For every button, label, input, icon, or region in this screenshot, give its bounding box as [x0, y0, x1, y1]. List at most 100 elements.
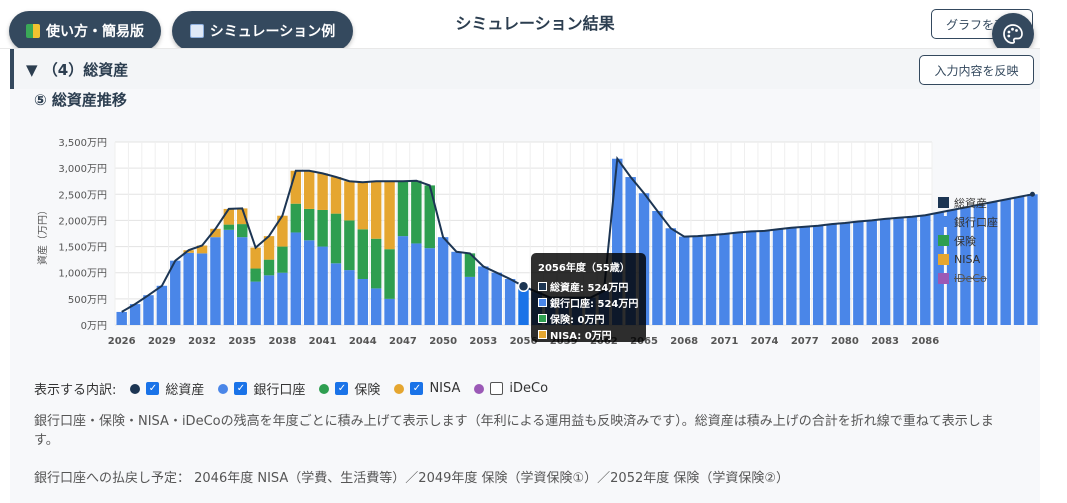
- tooltip-title: 2056年度（55歳）: [538, 263, 630, 274]
- series-checkbox[interactable]: ✓: [146, 382, 160, 395]
- section-title[interactable]: ▼ （4）総資産: [26, 61, 129, 79]
- x-tick-label: 2038: [268, 336, 296, 347]
- simulation-example-button[interactable]: シミュレーション例: [172, 11, 353, 51]
- bar-銀行口座-2084: [893, 217, 904, 325]
- bar-保険-2044: [357, 229, 369, 279]
- series-checkbox[interactable]: ✓: [234, 382, 248, 395]
- bar-銀行口座-2067: [665, 228, 677, 325]
- bar-銀行口座-2071: [719, 234, 730, 325]
- bar-銀行口座-2036: [250, 281, 261, 325]
- bar-銀行口座-2043: [344, 270, 355, 325]
- bar-銀行口座-2076: [786, 227, 797, 325]
- tooltip-swatch: [538, 297, 547, 307]
- payout-plan: 銀行口座への払戻し予定： 2046年度 NISA（学費、生活費等）／2049年度…: [34, 471, 790, 486]
- bar-保険-2043: [344, 220, 355, 271]
- bar-銀行口座-2094: [1027, 194, 1038, 325]
- bar-銀行口座-2073: [745, 231, 757, 325]
- breakdown-toggles: 表示する内訳: ✓ 総資産 ✓ 銀行口座 ✓ 保険 ✓ NISA iDeCo: [34, 379, 548, 398]
- tooltip-row-label: 保険: 0万円: [550, 314, 605, 326]
- bar-銀行口座-2074: [759, 230, 770, 325]
- tooltip-row: 総資産: 524万円: [538, 278, 639, 294]
- series-checkbox-label[interactable]: 銀行口座: [253, 383, 306, 398]
- series-checkbox-label[interactable]: iDeCo: [509, 381, 549, 396]
- legend-item[interactable]: 銀行口座: [938, 212, 998, 231]
- bar-銀行口座-2038: [277, 272, 288, 325]
- bar-銀行口座-2046: [384, 298, 395, 325]
- bar-銀行口座-2077: [799, 226, 810, 325]
- x-tick-label: 2050: [429, 336, 457, 347]
- bar-銀行口座-2049: [424, 248, 435, 325]
- x-tick-label: 2044: [349, 336, 377, 347]
- legend-label: 銀行口座: [954, 215, 998, 229]
- chart-icon: [189, 24, 204, 38]
- bar-銀行口座-2047: [397, 236, 409, 325]
- series-color-dot: [130, 383, 141, 394]
- bar-銀行口座-2052: [464, 276, 476, 325]
- bar-NISA-2046: [384, 181, 395, 250]
- legend-swatch: [938, 216, 949, 227]
- series-color-dot: [218, 383, 229, 394]
- bar-NISA-2041: [317, 173, 328, 210]
- bar-銀行口座-2054: [491, 272, 502, 325]
- series-checkbox-label[interactable]: NISA: [429, 381, 461, 396]
- bar-NISA-2036: [250, 247, 261, 269]
- legend-swatch: [938, 273, 949, 284]
- series-color-dot: [394, 383, 405, 394]
- series-checkbox-label[interactable]: 保険: [354, 383, 381, 398]
- legend-item[interactable]: 総資産: [938, 193, 998, 212]
- section-header[interactable]: [10, 49, 1040, 89]
- bar-銀行口座-2033: [210, 237, 221, 325]
- bar-銀行口座-2086: [920, 215, 931, 325]
- bar-保険-2048: [411, 180, 422, 244]
- bar-銀行口座-2092: [1000, 199, 1011, 325]
- series-color-dot: [474, 383, 485, 394]
- bar-銀行口座-2056: [518, 286, 529, 325]
- bar-銀行口座-2029: [156, 285, 168, 325]
- bar-NISA-2040: [303, 170, 315, 209]
- x-tick-label: 2083: [871, 336, 899, 347]
- legend-item[interactable]: NISA: [938, 250, 998, 269]
- bar-保険-2037: [263, 259, 275, 276]
- bar-銀行口座-2082: [866, 220, 877, 325]
- x-tick-label: 2026: [108, 336, 136, 347]
- series-checkbox[interactable]: [490, 382, 504, 395]
- bar-銀行口座-2090: [973, 204, 985, 325]
- series-checkbox[interactable]: ✓: [335, 382, 349, 395]
- legend-item[interactable]: 保険: [938, 231, 998, 250]
- y-tick-label: 500万円: [68, 295, 107, 306]
- series-checkbox[interactable]: ✓: [410, 382, 424, 395]
- bar-保険-2041: [317, 209, 328, 247]
- tooltip-row-label: 総資産: 524万円: [550, 282, 629, 294]
- x-tick-label: 2071: [710, 336, 738, 347]
- legend-item[interactable]: iDeCo: [938, 269, 998, 288]
- usage-guide-button[interactable]: 使い方・簡易版: [9, 11, 161, 51]
- bar-銀行口座-2063: [612, 158, 623, 325]
- series-checkbox-label[interactable]: 総資産: [165, 383, 205, 398]
- bar-保険-2052: [464, 253, 476, 277]
- tooltip-swatch: [538, 313, 547, 323]
- tooltip-row-label: 銀行口座: 524万円: [550, 298, 639, 310]
- bar-NISA-2039: [290, 170, 302, 204]
- bar-NISA-2038: [277, 215, 288, 247]
- bar-銀行口座-2093: [1013, 196, 1025, 325]
- bar-保険-2042: [330, 213, 342, 264]
- bar-銀行口座-2032: [196, 253, 208, 325]
- y-axis-label: 資産（万円）: [36, 205, 49, 265]
- simulation-example-label: シミュレーション例: [209, 24, 336, 40]
- bar-NISA-2045: [370, 181, 382, 239]
- bar-銀行口座-2088: [946, 209, 958, 325]
- palette-icon: [1003, 24, 1023, 44]
- apply-input-button[interactable]: 入力内容を反映: [919, 55, 1034, 85]
- bar-銀行口座-2028: [143, 295, 154, 325]
- bar-銀行口座-2055: [504, 278, 516, 325]
- x-tick-label: 2068: [670, 336, 698, 347]
- bar-銀行口座-2053: [478, 266, 489, 325]
- bar-NISA-2035: [237, 208, 248, 225]
- x-tick-label: 2047: [389, 336, 417, 347]
- bar-銀行口座-2091: [987, 202, 998, 325]
- bar-銀行口座-2064: [625, 177, 636, 325]
- bar-銀行口座-2042: [330, 263, 342, 325]
- chart-legend[interactable]: 総資産銀行口座保険 NISA iDeCo: [938, 193, 998, 288]
- bar-銀行口座-2068: [678, 236, 690, 325]
